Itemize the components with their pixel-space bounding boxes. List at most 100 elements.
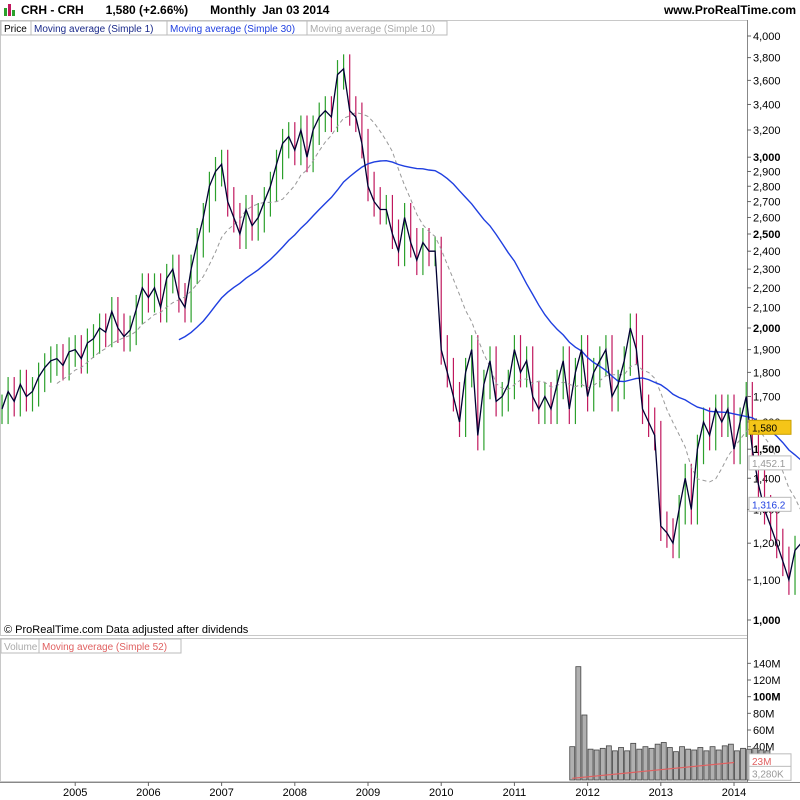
y-tick-label: 2,700 [753,197,781,209]
ma1-line [1,67,800,583]
volume-bar [624,750,631,781]
legend-price: Price [4,24,27,35]
chart-header: CRH - CRH 1,580 (+2.66%) Monthly Jan 03 … [0,0,800,20]
x-tick-label: 2010 [429,787,453,799]
vol-ma-line [572,761,735,779]
price-bars [1,54,796,595]
y-tick-label: 2,800 [753,181,781,193]
volume-bar [575,666,582,781]
vol-last-badge: 3,280K [752,769,784,780]
ma30-line [178,159,800,461]
vol-tick-label: 120M [753,675,781,687]
candlestick-logo-icon [4,4,15,16]
vol-ma-badge: 23M [752,757,771,768]
price-lines [1,67,800,583]
ma30-badge: 1,316.2 [752,500,786,511]
volume-bar [599,747,606,781]
site-label: www.ProRealTime.com [663,3,796,17]
y-tick-label: 3,200 [753,125,781,137]
volume-bar [691,749,698,781]
volume-bar [593,749,600,781]
ma30-badge-bg [748,496,792,512]
y-tick-label: 2,300 [753,264,781,276]
y-tick-label: 1,200 [753,538,781,550]
y-tick-label: 3,800 [753,53,781,65]
x-tick-label: 2011 [503,787,527,799]
x-tick-label: 2013 [649,787,673,799]
y-tick-label: 1,400 [753,473,781,485]
volume-bar [630,742,637,781]
y-tick-label: 2,900 [753,166,781,178]
y-tick-label: 3,600 [753,75,781,87]
y-tick-label: 1,800 [753,367,781,379]
header-title: CRH - CRH 1,580 (+2.66%) Monthly Jan 03 … [4,3,329,17]
x-tick-label: 2005 [63,787,87,799]
y-tick-label: 2,100 [753,302,781,314]
last-price-badge: 1,580 [752,423,777,434]
y-tick-label: 4,000 [753,31,781,43]
y-tick-label: 1,700 [753,391,781,403]
volume-bar [709,746,716,781]
price-pane-frame [0,20,748,636]
vol-tick-label: 80M [753,708,774,720]
ma10-badge: 1,452.1 [752,459,786,470]
x-tick-label: 2006 [136,787,160,799]
x-axis-ticks: 2005 2006 2007 2008 2009 2010 2011 2012 2013 2014 [63,782,746,799]
y-tick-label: 2,400 [753,246,781,258]
volume-bar [654,743,661,781]
y-tick-label: 1,100 [753,575,781,587]
volume-bar [673,751,679,781]
x-tick-label: 2009 [356,787,380,799]
volume-bar [734,750,740,781]
volume-bar [636,748,643,781]
volume-bar [618,747,624,781]
date-label: Jan 03 2014 [262,3,330,17]
volume-bar [660,742,667,781]
x-tick-label: 2007 [209,787,233,799]
last-price-badge-bg [748,419,792,435]
period-label: Monthly [210,3,257,17]
y-tick-label: 1,900 [753,345,781,357]
y-tick-label: 3,400 [753,99,781,111]
legend-ma30[interactable]: Moving average (Simple 30) [170,24,295,35]
legend-volume: Volume [4,642,38,653]
x-tick-label: 2012 [575,787,599,799]
volume-legend: Volume Moving average (Simple 52) [0,638,182,654]
legend-vol-ma[interactable]: Moving average (Simple 52) [42,642,167,653]
volume-bar [612,750,618,781]
symbol-label: CRH - CRH [21,3,84,17]
volume-bar [685,748,692,781]
volume-bar [569,746,576,781]
volume-bar [715,749,722,781]
vol-tick-label: 100M [753,692,781,704]
legend-ma10[interactable]: Moving average (Simple 10) [310,24,435,35]
ma10-badge-bg [748,455,792,471]
volume-bar [605,745,612,781]
vol-tick-label: 60M [753,725,774,737]
y-tick-label: 2,600 [753,212,781,224]
footer-note: © ProRealTime.com Data adjusted after di… [4,624,249,636]
volume-bar [581,714,588,781]
vol-last-badge-bg [748,765,792,781]
legend-ma1[interactable]: Moving average (Simple 1) [34,24,154,35]
volume-bar [740,747,746,781]
volume-bar [642,746,649,781]
volume-bar [666,747,673,781]
last-change-label: 1,580 (+2.66%) [105,3,189,17]
y-tick-label: 1,000 [753,615,781,627]
y-tick-label: 2,000 [753,323,781,335]
x-tick-label: 2008 [283,787,307,799]
volume-bar [697,747,704,781]
y-tick-label: 1,500 [753,444,781,456]
price-legend: Price Moving average (Simple 1) Moving a… [0,20,448,36]
ma10-line [56,112,800,510]
volume-bar [679,746,685,781]
y-tick-label: 2,200 [753,283,781,295]
y-tick-label: 3,000 [753,152,781,164]
y-tick-label: 2,500 [753,229,781,241]
vol-tick-label: 140M [753,658,781,670]
volume-bar [587,748,594,781]
x-tick-label: 2014 [722,787,746,799]
